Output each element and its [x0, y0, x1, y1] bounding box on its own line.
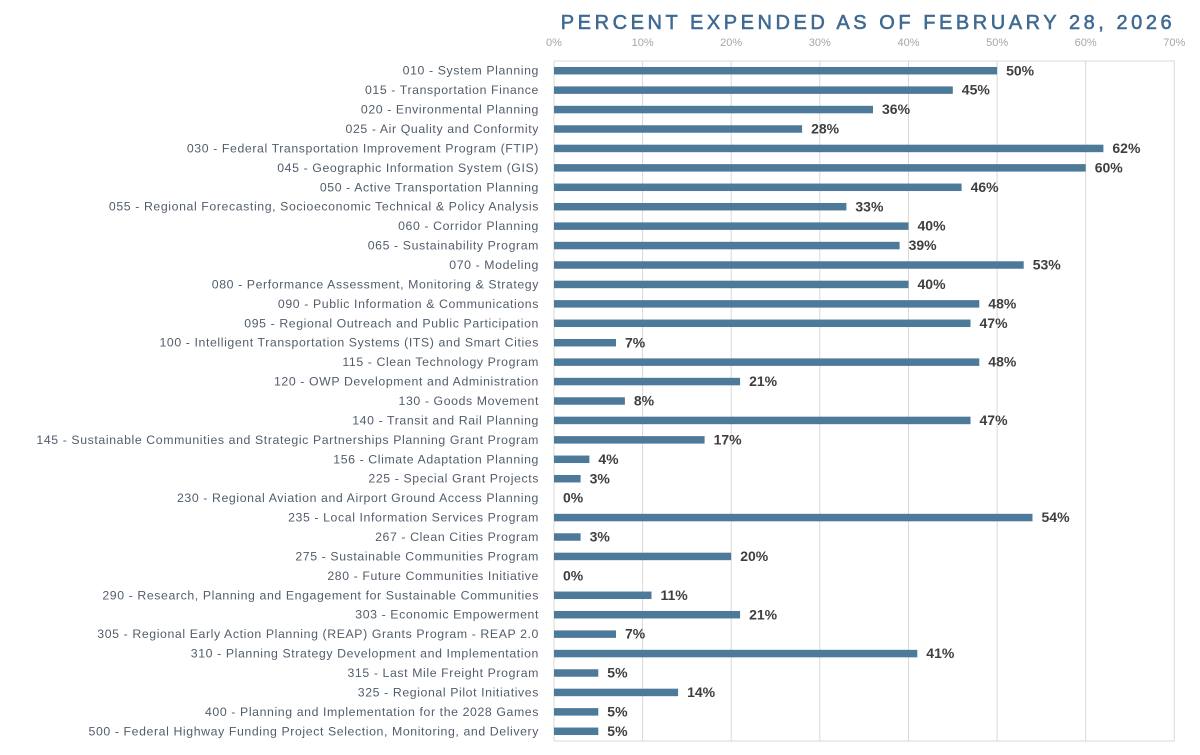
svg-text:065 - Sustainability Program: 065 - Sustainability Program — [368, 239, 539, 253]
svg-text:115 - Clean Technology Program: 115 - Clean Technology Program — [342, 355, 539, 369]
svg-text:025 - Air Quality and Conformi: 025 - Air Quality and Conformity — [346, 122, 540, 136]
svg-text:14%: 14% — [687, 684, 716, 700]
svg-text:0%: 0% — [563, 567, 584, 583]
svg-text:140 - Transit and Rail Plannin: 140 - Transit and Rail Planning — [352, 413, 539, 427]
svg-text:30%: 30% — [809, 37, 831, 49]
svg-text:40%: 40% — [918, 276, 947, 292]
svg-text:0%: 0% — [546, 37, 562, 49]
svg-text:53%: 53% — [1033, 257, 1062, 273]
svg-text:50%: 50% — [986, 37, 1008, 49]
svg-text:120 - OWP Development and Admi: 120 - OWP Development and Administration — [274, 375, 539, 389]
svg-text:45%: 45% — [962, 82, 991, 98]
svg-text:267 - Clean Cities Program: 267 - Clean Cities Program — [375, 530, 539, 544]
svg-text:7%: 7% — [625, 626, 646, 642]
svg-text:500 - Federal Highway Funding: 500 - Federal Highway Funding Project Se… — [89, 724, 540, 738]
svg-text:40%: 40% — [918, 218, 947, 234]
svg-text:3%: 3% — [590, 470, 611, 486]
svg-text:290 - Research, Planning and E: 290 - Research, Planning and Engagement … — [102, 588, 539, 602]
svg-text:21%: 21% — [749, 373, 778, 389]
svg-text:41%: 41% — [926, 645, 955, 661]
svg-text:20%: 20% — [720, 37, 742, 49]
svg-text:10%: 10% — [632, 37, 654, 49]
svg-text:235 - Local Information Servic: 235 - Local Information Services Program — [288, 511, 539, 525]
svg-text:400 - Planning and Implementat: 400 - Planning and Implementation for th… — [205, 705, 539, 719]
svg-text:48%: 48% — [988, 295, 1017, 311]
svg-text:020 - Environmental Planning: 020 - Environmental Planning — [361, 103, 539, 117]
svg-text:40%: 40% — [897, 37, 919, 49]
svg-text:46%: 46% — [971, 179, 1000, 195]
svg-text:100 - Intelligent Transportati: 100 - Intelligent Transportation Systems… — [159, 336, 539, 350]
svg-text:145 - Sustainable Communities: 145 - Sustainable Communities and Strate… — [36, 433, 539, 447]
svg-text:PERCENT EXPENDED AS OF FEBRUAR: PERCENT EXPENDED AS OF FEBRUARY 28, 2026 — [561, 12, 1175, 34]
svg-text:090 - Public Information & Com: 090 - Public Information & Communication… — [278, 297, 539, 311]
svg-text:7%: 7% — [625, 334, 646, 350]
svg-text:20%: 20% — [740, 548, 769, 564]
svg-text:60%: 60% — [1075, 37, 1097, 49]
svg-text:310 - Planning Strategy Develo: 310 - Planning Strategy Development and … — [191, 647, 539, 661]
svg-text:030 - Federal Transportation I: 030 - Federal Transportation Improvement… — [187, 141, 539, 155]
svg-text:8%: 8% — [634, 393, 655, 409]
svg-text:315 - Last Mile Freight Progra: 315 - Last Mile Freight Program — [347, 666, 539, 680]
svg-text:305 - Regional Early Action Pl: 305 - Regional Early Action Planning (RE… — [97, 627, 539, 641]
svg-text:36%: 36% — [882, 101, 911, 117]
svg-text:50%: 50% — [1006, 62, 1035, 78]
svg-text:11%: 11% — [661, 587, 689, 603]
svg-text:48%: 48% — [988, 354, 1017, 370]
svg-text:080 - Performance Assessment,: 080 - Performance Assessment, Monitoring… — [212, 277, 539, 291]
svg-text:015 - Transportation Finance: 015 - Transportation Finance — [365, 83, 539, 97]
svg-text:39%: 39% — [909, 237, 938, 253]
svg-text:303 - Economic Empowerment: 303 - Economic Empowerment — [355, 608, 539, 622]
svg-text:28%: 28% — [811, 121, 840, 137]
svg-text:225 - Special Grant Projects: 225 - Special Grant Projects — [368, 472, 539, 486]
svg-text:050 - Active Transportation Pl: 050 - Active Transportation Planning — [320, 180, 539, 194]
svg-text:47%: 47% — [980, 315, 1009, 331]
svg-text:095 - Regional Outreach and Pu: 095 - Regional Outreach and Public Parti… — [244, 316, 539, 330]
svg-text:070 - Modeling: 070 - Modeling — [449, 258, 539, 272]
svg-text:17%: 17% — [714, 431, 743, 447]
svg-text:33%: 33% — [855, 198, 884, 214]
svg-text:130 - Goods Movement: 130 - Goods Movement — [399, 394, 540, 408]
svg-text:60%: 60% — [1095, 159, 1124, 175]
svg-text:230 - Regional Aviation and Ai: 230 - Regional Aviation and Airport Grou… — [177, 491, 539, 505]
svg-text:54%: 54% — [1042, 509, 1071, 525]
svg-text:325 - Regional Pilot Initiativ: 325 - Regional Pilot Initiatives — [358, 685, 539, 699]
svg-text:21%: 21% — [749, 606, 778, 622]
svg-text:4%: 4% — [598, 451, 619, 467]
svg-text:70%: 70% — [1163, 37, 1185, 49]
svg-text:275 - Sustainable Communities: 275 - Sustainable Communities Program — [295, 549, 539, 563]
svg-text:5%: 5% — [607, 723, 628, 739]
svg-text:5%: 5% — [607, 665, 628, 681]
svg-text:47%: 47% — [980, 412, 1009, 428]
svg-text:0%: 0% — [563, 490, 584, 506]
svg-text:010 - System Planning: 010 - System Planning — [403, 64, 539, 78]
svg-text:055 - Regional Forecasting, So: 055 - Regional Forecasting, Socioeconomi… — [109, 200, 539, 214]
svg-text:060 - Corridor Planning: 060 - Corridor Planning — [398, 219, 539, 233]
svg-text:5%: 5% — [607, 703, 628, 719]
svg-text:156 - Climate Adaptation Plann: 156 - Climate Adaptation Planning — [333, 452, 539, 466]
svg-text:62%: 62% — [1112, 140, 1141, 156]
svg-text:280 - Future Communities Initi: 280 - Future Communities Initiative — [327, 569, 539, 583]
svg-text:045 - Geographic Information S: 045 - Geographic Information System (GIS… — [277, 161, 539, 175]
svg-text:3%: 3% — [590, 529, 611, 545]
